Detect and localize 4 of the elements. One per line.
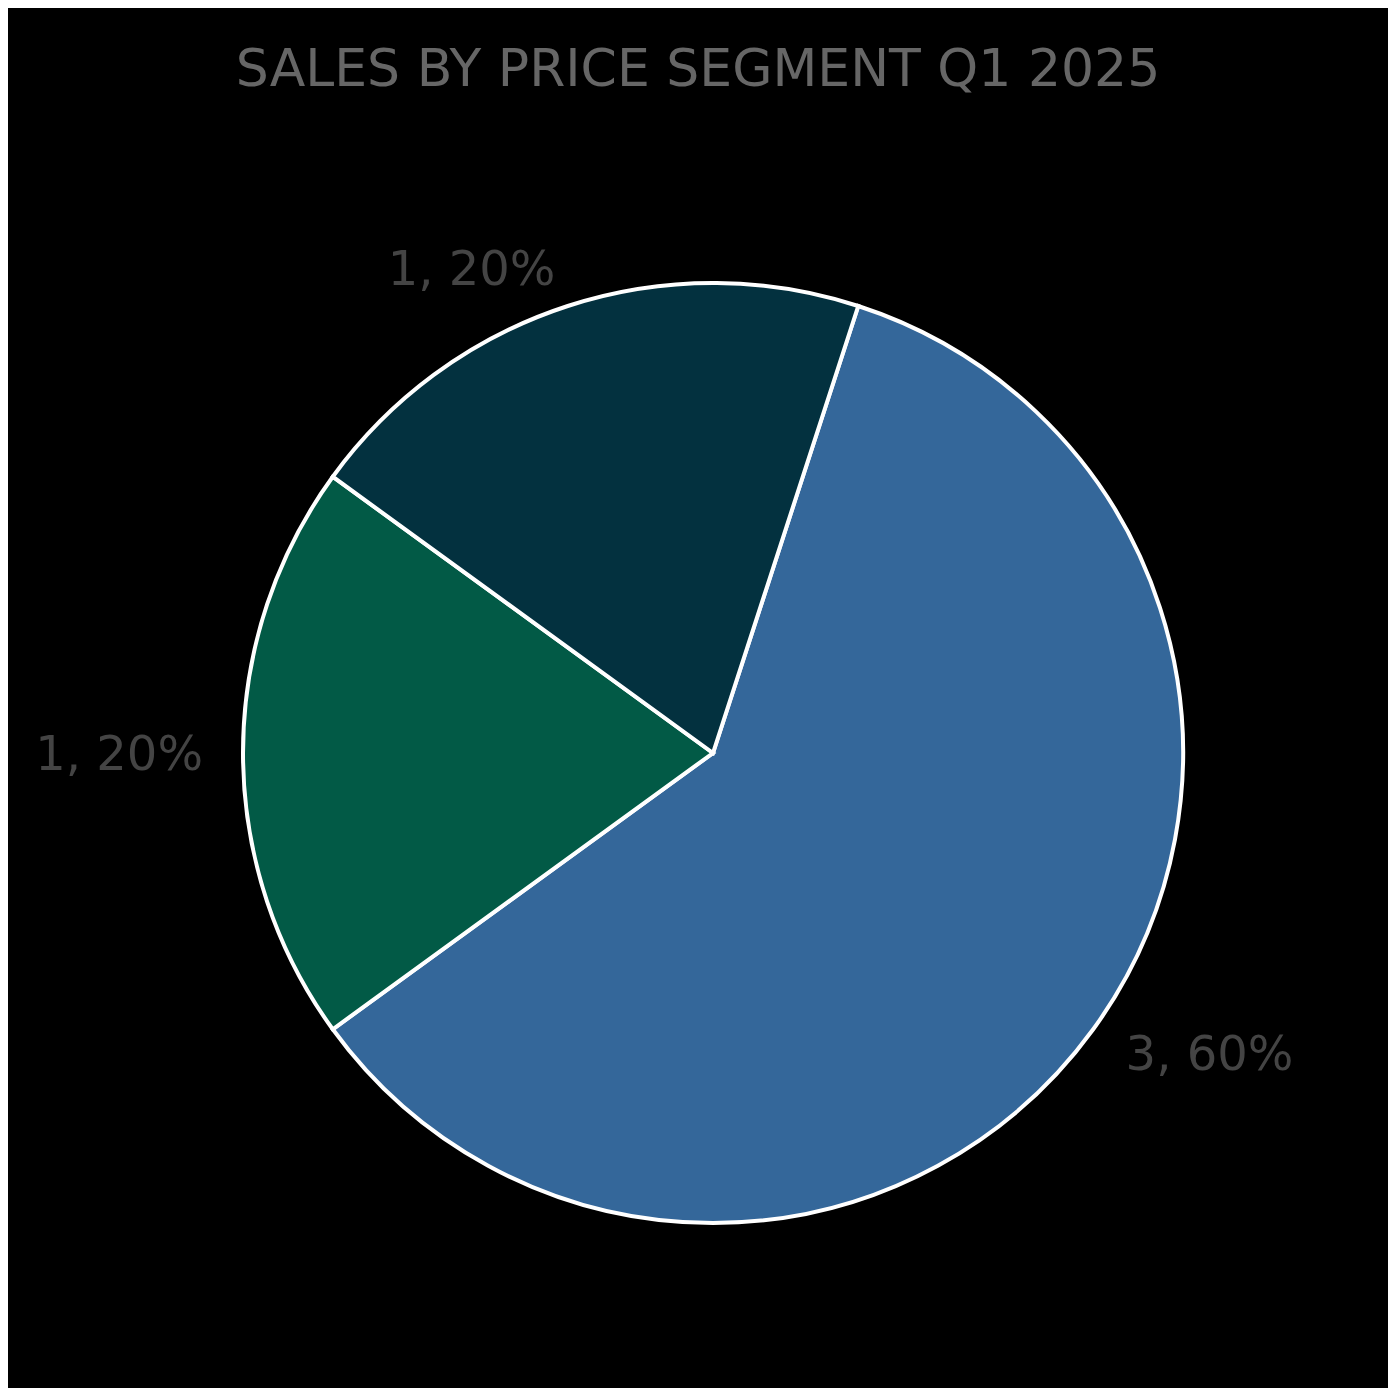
data-label: 1, 20% (387, 239, 556, 296)
chart-title: SALES BY PRICE SEGMENT Q1 2025 (234, 38, 1162, 98)
data-label: 3, 60% (1125, 1024, 1294, 1081)
data-label: 1, 20% (35, 725, 203, 781)
